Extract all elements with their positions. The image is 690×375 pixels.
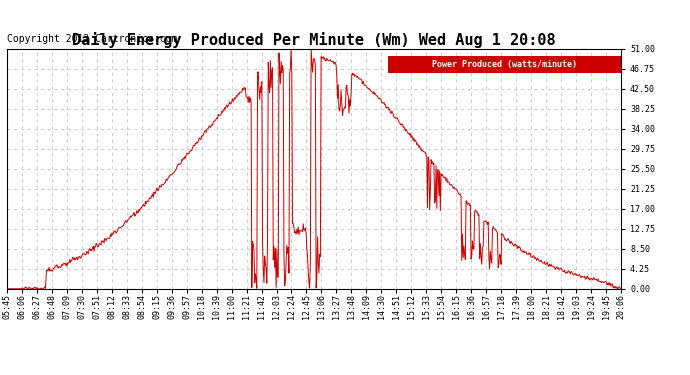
Title: Daily Energy Produced Per Minute (Wm) Wed Aug 1 20:08: Daily Energy Produced Per Minute (Wm) We… xyxy=(72,32,555,48)
Text: Copyright 2012 Cartronics.com: Copyright 2012 Cartronics.com xyxy=(7,34,177,44)
